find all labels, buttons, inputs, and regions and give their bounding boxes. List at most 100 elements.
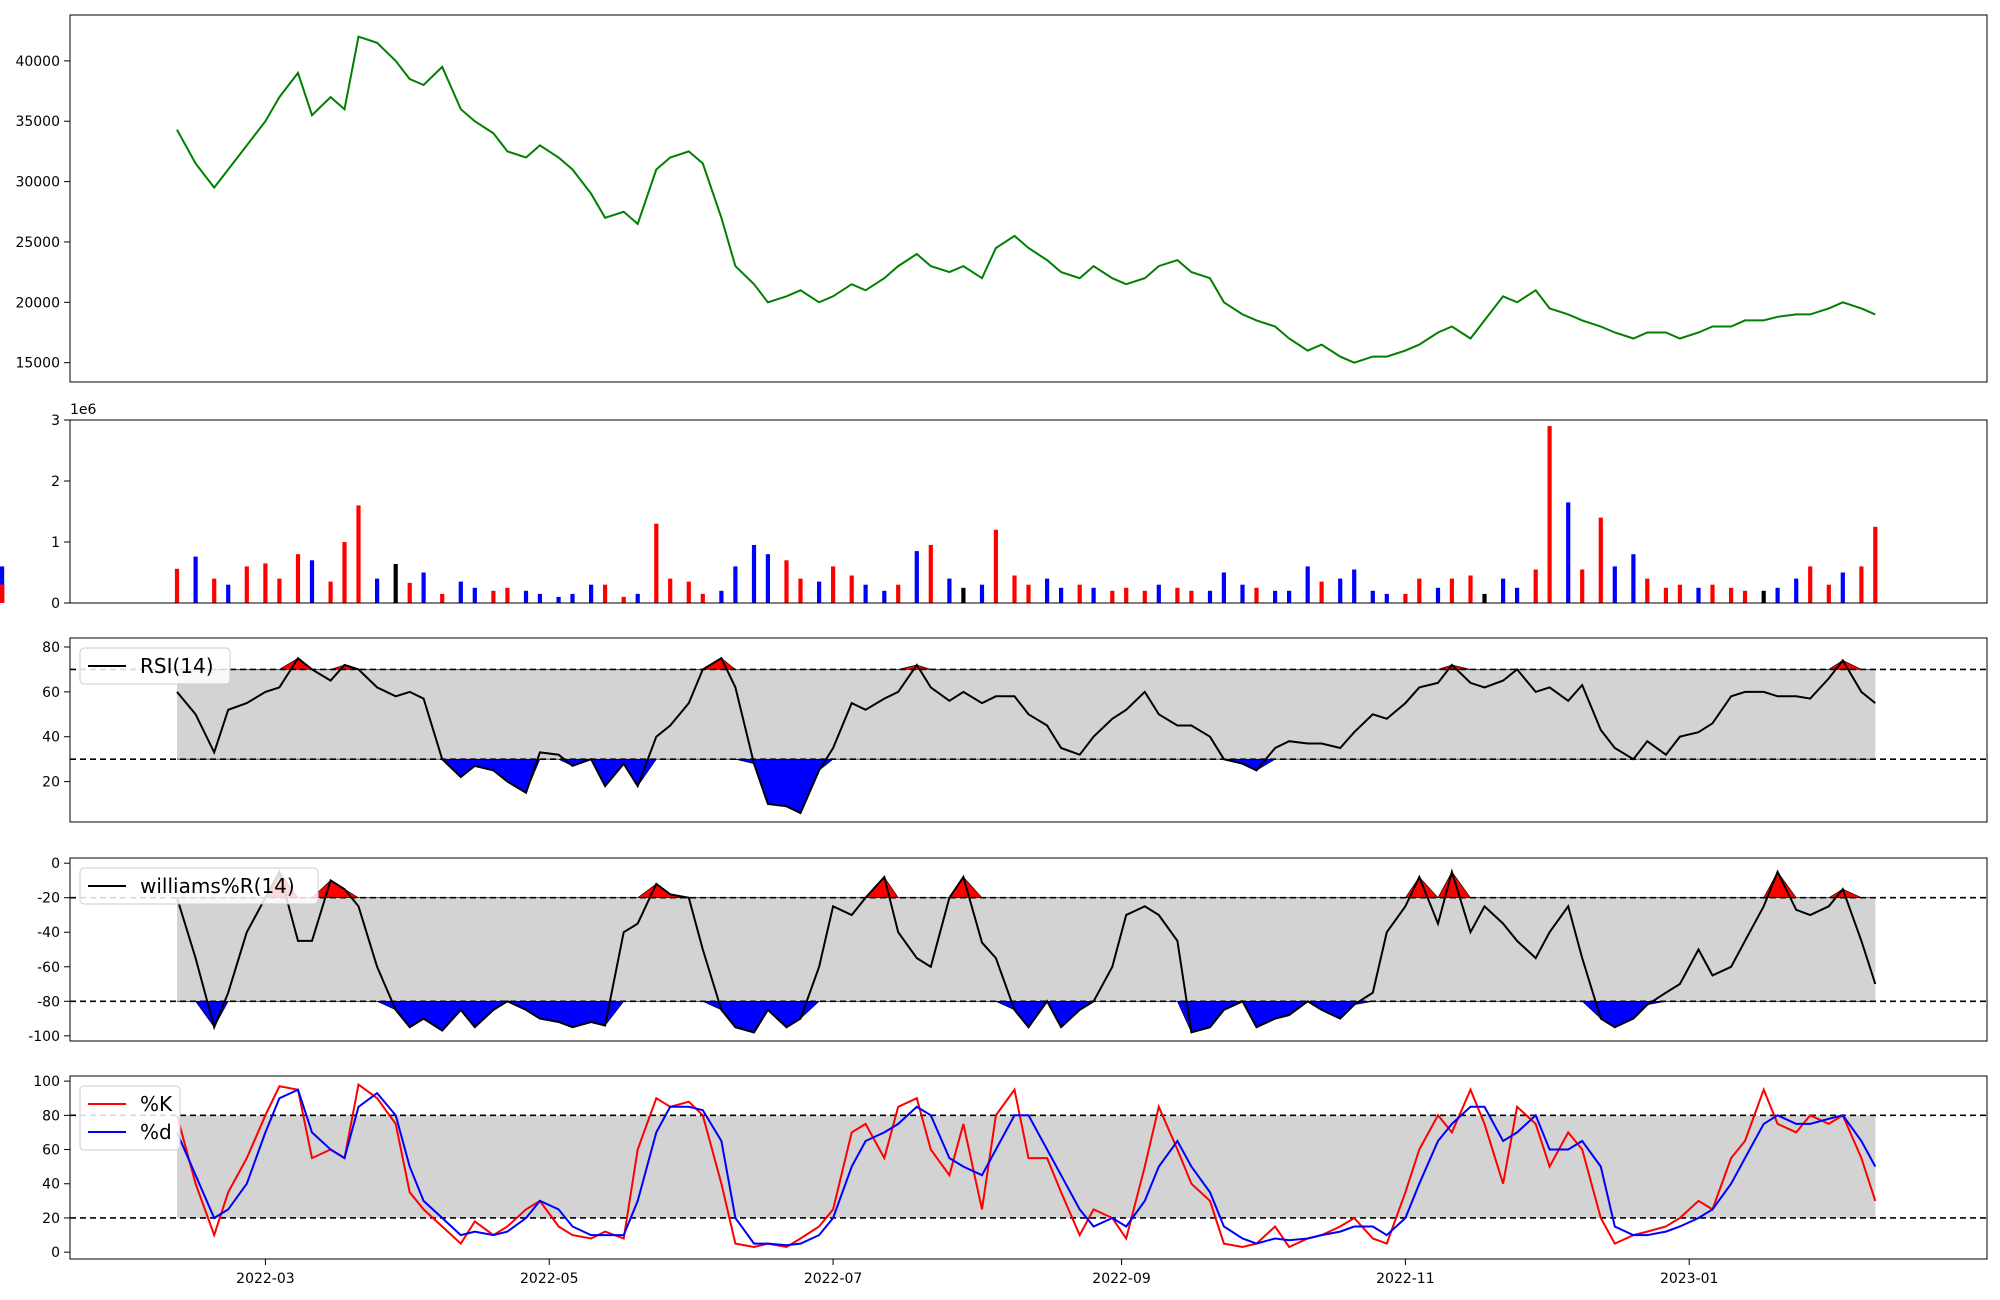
volume-bar [472,587,477,604]
y-tick-label: 100 [33,1074,60,1090]
volume-bar [1696,587,1701,604]
volume-bar [961,587,966,604]
legend-label: %d [140,1120,172,1144]
volume-bar [589,584,594,603]
volume-bar [1221,572,1226,603]
volume-bar [0,584,5,603]
volume-bar [1110,590,1115,603]
volume-bar [328,581,333,603]
volume-bar [603,584,608,603]
volume-bar [212,578,217,603]
volume-bar [1729,587,1734,604]
volume-bar [1468,575,1473,603]
volume-bar [882,590,887,603]
volume-bar [1742,590,1748,603]
volume-bar [1240,584,1245,603]
volume-bar [263,563,268,603]
legend-frame [79,867,319,905]
volume-bar [798,578,803,603]
y-tick-label: 2 [51,474,60,490]
y-tick-label: 30000 [15,175,60,191]
y-tick-label: 0 [51,856,60,872]
volume-bar [947,578,952,603]
price-panel: 15000 20000 25000 30000 35000 40000 [15,14,1988,383]
volume-bar [1254,587,1259,604]
volume-bar [1403,593,1408,603]
y-tick-label: 40 [42,1177,60,1193]
volume-bar [1449,578,1454,603]
y-tick-label: 15000 [15,356,60,372]
axes-frame [69,1075,1988,1260]
volume-bar [993,529,998,603]
volume-bar [914,551,919,603]
volume-bar [1482,593,1487,603]
volume-bar [896,584,901,603]
y-tick-label: -40 [37,925,60,941]
axes-frame [69,419,1988,604]
neutral-band [177,669,1876,760]
volume-bar [1663,587,1668,604]
volume-bar [1077,584,1082,603]
volume-bar [1012,575,1017,603]
y-tick-label: 0 [51,1245,60,1261]
volume-bar [1384,593,1389,603]
volume-bar [356,505,361,603]
y-tick-label: 60 [42,1143,60,1159]
volume-bar [1207,590,1213,603]
y-tick-label: 20 [42,775,60,791]
volume-bar [1352,569,1357,603]
y-tick-label: 80 [42,640,60,656]
volume-bar [244,566,249,603]
volume-bar [1189,590,1194,603]
volume-bar [1612,566,1617,603]
volume-bar [1156,584,1161,603]
volume-bar [342,542,347,603]
k-line [176,1082,1877,1249]
volume-bar [831,566,836,603]
y-tick-label: 40000 [15,54,60,70]
y-tick-label: 60 [42,685,60,701]
legend-label: williams%R(14) [140,874,295,898]
y-tick-label: -20 [37,891,60,907]
volume-bar [1826,584,1831,603]
x-tick-label: 2022-07 [804,1271,863,1287]
legend-frame [79,1085,181,1151]
volume-bar [1598,517,1603,603]
volume-bar [1338,578,1343,603]
axes-frame [69,857,1988,1042]
volume-bar [1026,584,1031,603]
x-tick-label: 2022-11 [1376,1271,1435,1287]
volume-bar [1873,526,1878,604]
volume-bar [226,584,231,603]
volume-bar [817,581,822,603]
overbought-fill [177,657,1876,670]
volume-bar [928,545,933,603]
axes-frame [69,637,1988,823]
volume-bar [407,582,412,603]
volume-bar [621,596,626,603]
x-axis: 2022-03 2022-05 2022-07 2022-09 2022-11 2023-… [236,1259,1718,1287]
volume-bar [440,593,445,603]
legend-frame [79,647,231,685]
y-tick-label: 80 [42,1108,60,1124]
volume-bar [1631,554,1636,603]
volume-bar [1501,578,1506,603]
volume-bar [1305,566,1310,603]
volume-bar [491,590,496,603]
price-line [176,35,1876,364]
y-tick-label: -80 [37,994,60,1010]
y-tick-label: -100 [28,1029,60,1045]
volume-bar [277,578,282,603]
williams-line [176,868,1877,1034]
volume-bar [1273,590,1278,603]
volume-bar [570,593,575,603]
x-tick-label: 2022-09 [1092,1271,1151,1287]
volume-bar [751,545,757,603]
volume-bar [686,581,691,603]
volume-bar [863,584,868,603]
y-tick-label: 0 [51,596,60,612]
volume-offset-label: 1e6 [70,402,97,418]
axes-frame [69,14,1988,383]
volume-bar [1794,578,1799,603]
